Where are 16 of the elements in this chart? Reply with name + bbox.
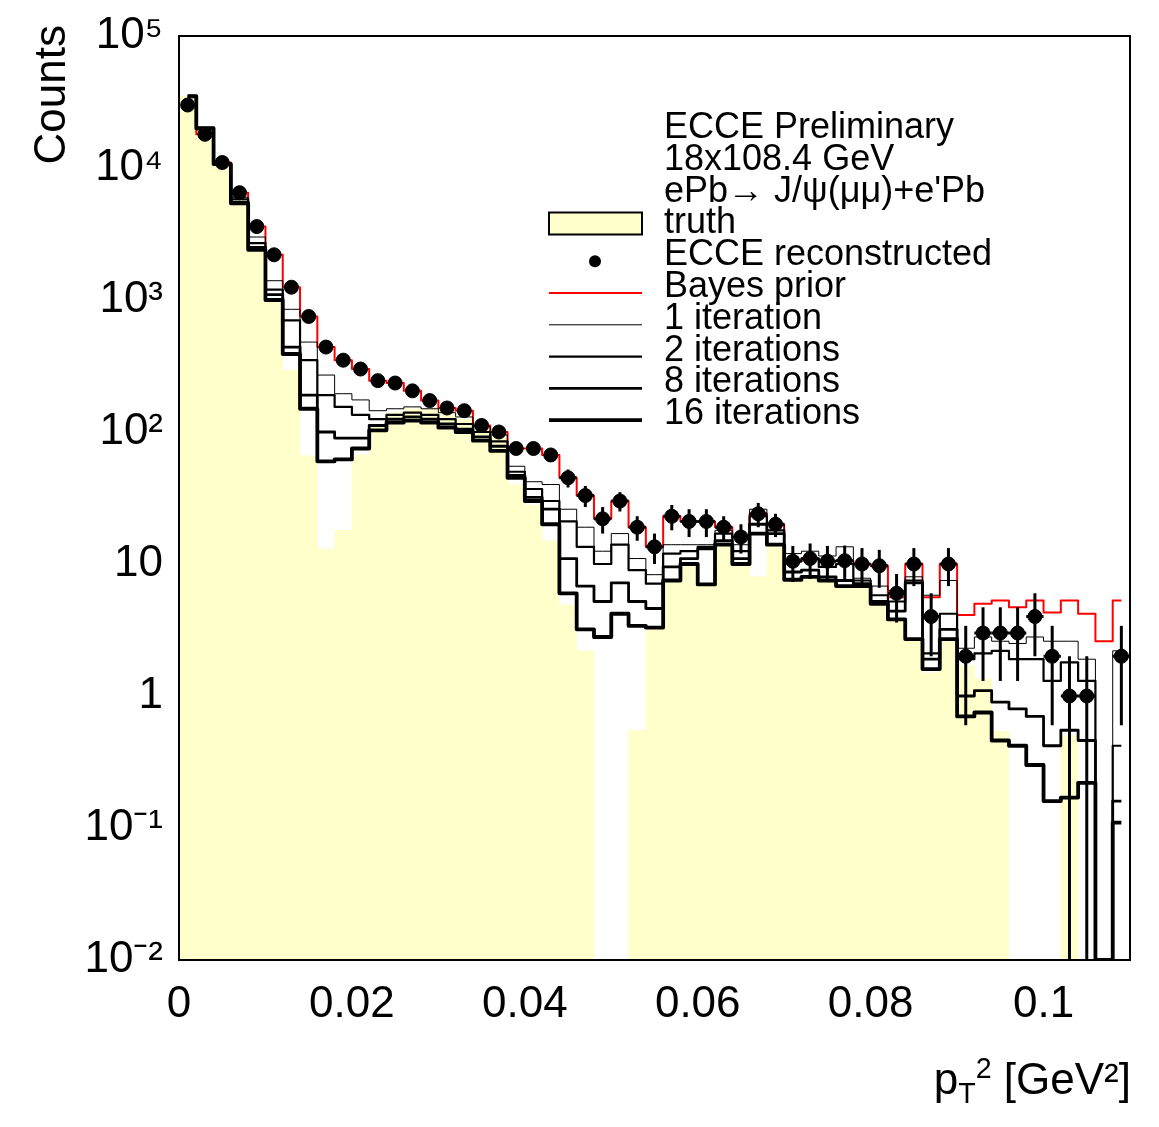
x-tick-label: 0.04 <box>482 976 568 1026</box>
y-axis-title: Counts <box>25 25 75 167</box>
x-axis-title: p$_{T}$$^{2}$ [GeV²] <box>933 1052 1131 1111</box>
y-tick-label: 10³ <box>99 272 163 322</box>
x-tick-label: 0.02 <box>309 976 395 1026</box>
x-tick-label: 0.08 <box>827 976 914 1026</box>
y-tick-label: 10⁵ <box>95 8 163 58</box>
y-tick-label: 1 <box>138 668 163 718</box>
x-tick-label: 0 <box>166 976 192 1026</box>
x-tick-label: 0.1 <box>1012 976 1075 1026</box>
y-tick-label: 10² <box>99 404 163 454</box>
y-tick-label: 10 <box>114 536 163 586</box>
y-tick-label: 10⁻¹ <box>84 800 163 850</box>
x-tick-label: 0.06 <box>654 976 741 1026</box>
y-tick-label: 10⁴ <box>95 140 163 190</box>
y-tick-label: 10⁻² <box>84 932 163 982</box>
